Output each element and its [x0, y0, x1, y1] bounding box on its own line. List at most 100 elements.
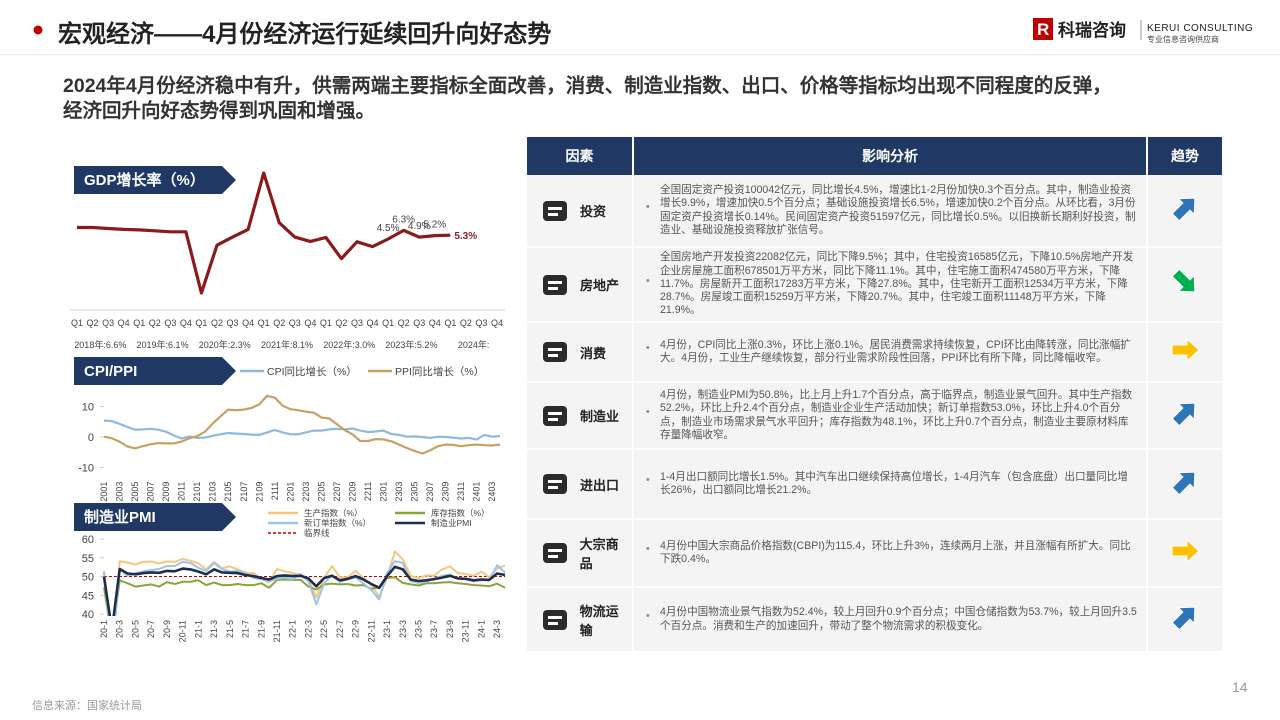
- x-tick-label: 20-11: [178, 620, 188, 642]
- x-tick-label: Q4: [304, 318, 316, 328]
- x-tick-label: 2207: [332, 482, 342, 502]
- y-tick-label: 55: [82, 553, 94, 565]
- x-tick-label: 23-9: [445, 620, 455, 638]
- chart-tag: [74, 166, 236, 194]
- trend-arrow: [1171, 538, 1200, 563]
- legend-label: 临界线: [304, 528, 330, 538]
- trend-arrow: [1171, 268, 1196, 293]
- x-tick-label: 21-9: [256, 620, 266, 638]
- analysis-cell: 4月份中国物流业景气指数为52.4%，较上月回升0.9个百分点；中国仓储指数为5…: [633, 587, 1148, 653]
- series-line: [103, 560, 506, 616]
- x-tick-label: 23-11: [461, 620, 471, 642]
- analysis-cell: 4月份，CPI同比上涨0.3%，环比上涨0.1%。居民消费需求持续恢复，CPI环…: [633, 322, 1148, 383]
- legend-label: 新订单指数（%）: [304, 518, 371, 528]
- series-line: [103, 394, 501, 455]
- table-row: 房地产全国房地产开发投资22082亿元，同比下降9.5%；其中，住宅投资1658…: [527, 247, 1224, 323]
- x-tick-label: Q2: [149, 318, 161, 328]
- x-tick-label: 22-3: [303, 620, 313, 638]
- x-tick-label: 22-1: [288, 620, 298, 638]
- period-label: 2022年:3.0%: [323, 339, 375, 350]
- period-label: 2023年:5.2%: [385, 339, 437, 350]
- factor-cell: 制造业: [527, 382, 634, 450]
- period-label: 2019年:6.1%: [137, 339, 189, 350]
- factor-table: 因素 影响分析 趋势 投资 全国固定资产投资100042亿元，同比增长4.5%，增…: [527, 137, 1224, 653]
- series-line: [103, 419, 501, 441]
- icon-detail: [548, 486, 558, 489]
- icon-detail: [548, 212, 558, 216]
- column-header: 因素: [527, 137, 634, 175]
- table-header: 因素 影响分析 趋势: [527, 137, 1224, 175]
- x-tick-label: 2211: [363, 482, 373, 501]
- data-label: 5.2%: [423, 220, 446, 231]
- x-tick-label: 20-5: [130, 620, 140, 638]
- x-tick-label: 2205: [316, 482, 326, 502]
- x-tick-label: 20-7: [146, 620, 156, 638]
- chart-tag: [74, 357, 236, 385]
- period-label: 2020年:2.3%: [199, 339, 251, 350]
- icon-detail: [548, 411, 562, 415]
- series-line: [103, 576, 506, 616]
- factor-icon: [543, 342, 567, 362]
- icon-body: [543, 474, 567, 494]
- x-tick-label: Q1: [382, 318, 394, 328]
- x-tick-label: 22-11: [366, 620, 376, 642]
- x-tick-label: 2107: [239, 482, 249, 502]
- charts: 4.5%6.3%4.9%5.2%5.3%GDP增长率（%）Q1 Q2 Q3 Q4 Q1 Q…: [70, 166, 506, 642]
- x-tick-label: 22-5: [319, 620, 329, 638]
- arrow-shape: [1171, 538, 1200, 563]
- factor-cell: 进出口: [527, 449, 634, 520]
- trend-arrow: [1171, 402, 1196, 427]
- x-tick-label: 2203: [301, 482, 311, 502]
- period-label: 2024年:: [458, 339, 490, 350]
- factor-cell: 物流运输: [527, 587, 634, 653]
- x-tick-label: 2305: [410, 482, 420, 502]
- icon-detail: [548, 286, 558, 290]
- gdp-line: [77, 171, 451, 295]
- page-number: 14: [1232, 679, 1248, 695]
- x-tick-label: Q3: [102, 318, 114, 328]
- factor-wrap: 投资: [528, 196, 631, 226]
- factor-wrap: 进出口: [528, 469, 631, 499]
- data-label: 5.3%: [454, 231, 477, 242]
- x-tick-label: 24-1: [476, 620, 486, 638]
- y-tick-label: 50: [82, 572, 94, 584]
- x-tick-label: 23-5: [414, 620, 424, 638]
- column-header: 影响分析: [633, 137, 1148, 175]
- x-tick-label: 2111: [270, 482, 280, 501]
- arrow-shape: [1171, 402, 1196, 427]
- factor-icon: [543, 474, 567, 494]
- x-tick-label: Q4: [429, 318, 441, 328]
- icon-detail: [548, 615, 562, 619]
- data-label: 4.5%: [377, 223, 400, 234]
- icon-detail: [548, 555, 558, 558]
- period-label: 2021年:8.1%: [261, 339, 313, 350]
- chart-title: GDP增长率（%）: [84, 171, 205, 189]
- summary: 2024年4月份经济稳中有升，供需两端主要指标全面改善，消费、制造业指数、出口、…: [63, 74, 1233, 124]
- arrow-shape: [1171, 197, 1196, 222]
- factor-cell: 消费: [527, 322, 634, 383]
- chart-title: CPI/PPI: [84, 363, 137, 380]
- x-tick-label: Q3: [164, 318, 176, 328]
- table-row: 进出口 1-4月出口额同比增长1.5%。其中汽车出口继续保持高位增长，1-4月汽车…: [527, 449, 1224, 520]
- summary-line: 2024年4月份经济稳中有升，供需两端主要指标全面改善，消费、制造业指数、出口、…: [63, 75, 1112, 97]
- x-tick-label: 2007: [146, 482, 156, 502]
- x-tick-label: 2109: [254, 482, 264, 502]
- arrow-shape: [1171, 337, 1200, 362]
- x-tick-label: 20-3: [115, 620, 125, 638]
- x-tick-label: 2201: [285, 482, 295, 502]
- x-tick-label: 2105: [223, 482, 233, 502]
- chart-title: 制造业PMI: [84, 508, 156, 526]
- y-tick-label: 40: [82, 609, 94, 621]
- logo-slogan: 专业信息咨询供应商: [1147, 34, 1219, 44]
- header-decor: R 科瑞咨询 KERUI CONSULTING 专业信息咨询供应商: [33, 18, 1253, 44]
- data-label: 6.3%: [392, 214, 415, 225]
- logo-name: 科瑞咨询: [1058, 20, 1126, 40]
- x-tick-label: 22-7: [335, 620, 345, 638]
- analysis-cell: 1-4月出口额同比增长1.5%。其中汽车出口继续保持高位增长，1-4月汽车（包含…: [633, 449, 1148, 520]
- trend-cell: [1147, 449, 1224, 520]
- x-tick-label: 2209: [347, 482, 357, 502]
- trend-cell: [1147, 382, 1224, 450]
- x-tick-label: 21-7: [241, 620, 251, 638]
- trend-arrow: [1171, 197, 1196, 222]
- x-tick-label: Q3: [475, 318, 487, 328]
